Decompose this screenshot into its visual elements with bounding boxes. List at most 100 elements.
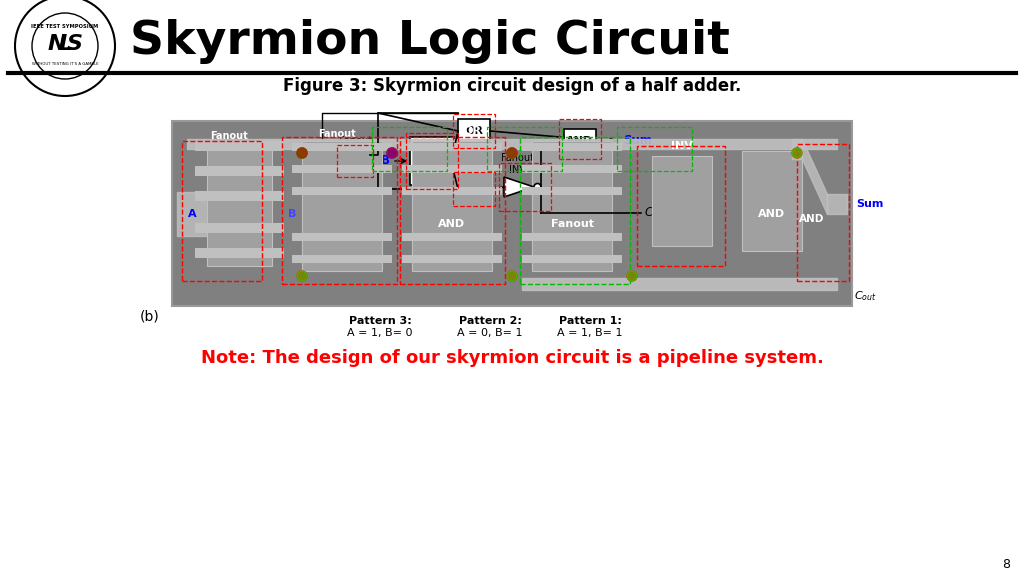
Text: OR: OR	[463, 126, 481, 136]
Text: A = 1, B= 1: A = 1, B= 1	[557, 328, 623, 338]
Circle shape	[792, 148, 802, 158]
Text: WITHOUT TESTING IT'S A GAMBLE: WITHOUT TESTING IT'S A GAMBLE	[32, 62, 98, 66]
Circle shape	[507, 271, 517, 281]
Bar	[292, 165, 392, 173]
Bar	[637, 146, 725, 266]
Bar	[617, 127, 692, 171]
Bar	[522, 255, 622, 263]
Circle shape	[297, 148, 307, 158]
Text: Fanout: Fanout	[501, 153, 534, 163]
Text: L: L	[59, 34, 73, 54]
Bar	[172, 121, 852, 306]
Circle shape	[387, 148, 397, 158]
Bar	[410, 137, 454, 185]
Bar	[564, 129, 596, 153]
Bar	[522, 165, 622, 173]
Bar	[195, 141, 284, 151]
Circle shape	[534, 184, 541, 191]
Text: S: S	[67, 34, 83, 54]
Text: Pattern 3:: Pattern 3:	[348, 316, 412, 326]
Text: (a): (a)	[300, 192, 319, 206]
Circle shape	[297, 271, 307, 281]
Bar	[292, 143, 392, 151]
Bar	[532, 141, 612, 271]
Circle shape	[627, 271, 637, 281]
Text: Fanout: Fanout	[318, 129, 356, 139]
Circle shape	[387, 148, 397, 158]
Text: $C_{out}$: $C_{out}$	[854, 289, 877, 303]
Text: AND: AND	[461, 184, 487, 194]
Bar	[195, 191, 284, 201]
Circle shape	[792, 148, 802, 158]
Text: 8: 8	[1002, 558, 1010, 570]
Text: (b): (b)	[140, 309, 160, 323]
Text: AND: AND	[566, 136, 594, 146]
Circle shape	[627, 271, 637, 281]
Text: INV: INV	[509, 165, 525, 175]
Bar	[402, 255, 502, 263]
Circle shape	[507, 271, 517, 281]
Text: Fanout: Fanout	[210, 131, 248, 141]
Text: Sum: Sum	[623, 135, 652, 147]
Circle shape	[507, 148, 517, 158]
Text: B: B	[288, 209, 296, 219]
Bar	[302, 141, 382, 271]
Bar	[282, 137, 397, 284]
Bar	[292, 233, 392, 241]
Text: Skyrmion Logic Circuit: Skyrmion Logic Circuit	[130, 18, 730, 63]
Polygon shape	[504, 177, 534, 197]
Bar	[372, 127, 447, 171]
Circle shape	[297, 148, 307, 158]
Circle shape	[507, 148, 517, 158]
Circle shape	[297, 271, 307, 281]
Text: Note: The design of our skyrmion circuit is a pipeline system.: Note: The design of our skyrmion circuit…	[201, 349, 823, 367]
Circle shape	[387, 148, 397, 158]
Bar	[453, 114, 495, 148]
Bar	[402, 143, 502, 151]
Bar	[458, 119, 490, 143]
Text: INV: INV	[671, 141, 693, 151]
Bar	[340, 148, 370, 174]
Bar	[522, 143, 622, 151]
Bar	[522, 187, 622, 195]
Bar	[559, 119, 601, 159]
Bar	[797, 144, 849, 281]
Bar	[652, 156, 712, 246]
Bar	[337, 145, 373, 177]
Bar	[742, 151, 802, 251]
Bar	[453, 172, 495, 206]
Circle shape	[507, 148, 517, 158]
Bar	[402, 187, 502, 195]
Bar	[402, 233, 502, 241]
Text: AND: AND	[438, 219, 466, 229]
Bar	[406, 133, 458, 189]
Text: Pattern 1:: Pattern 1:	[558, 316, 622, 326]
Bar	[195, 223, 284, 233]
Text: A: A	[311, 154, 319, 168]
Bar	[412, 141, 492, 271]
Bar	[402, 165, 502, 173]
Text: $C_{out}$: $C_{out}$	[644, 206, 668, 221]
Bar	[195, 248, 284, 258]
Bar	[400, 137, 505, 284]
Text: OR: OR	[465, 126, 483, 136]
Text: AND: AND	[759, 209, 785, 219]
Circle shape	[507, 148, 517, 158]
Bar	[487, 127, 562, 171]
Bar	[182, 141, 262, 281]
Text: A = 0, B= 1: A = 0, B= 1	[458, 328, 522, 338]
Circle shape	[387, 148, 397, 158]
Text: AND: AND	[800, 214, 824, 224]
Circle shape	[297, 148, 307, 158]
Bar	[292, 187, 392, 195]
Text: B: B	[381, 154, 390, 168]
Bar	[195, 166, 284, 176]
Circle shape	[297, 148, 307, 158]
Text: N: N	[48, 34, 67, 54]
Text: Fanout: Fanout	[551, 219, 594, 229]
Bar	[522, 233, 622, 241]
Bar	[458, 177, 490, 201]
Bar	[520, 137, 630, 284]
Text: Sum: Sum	[856, 199, 884, 209]
Bar	[207, 141, 272, 266]
